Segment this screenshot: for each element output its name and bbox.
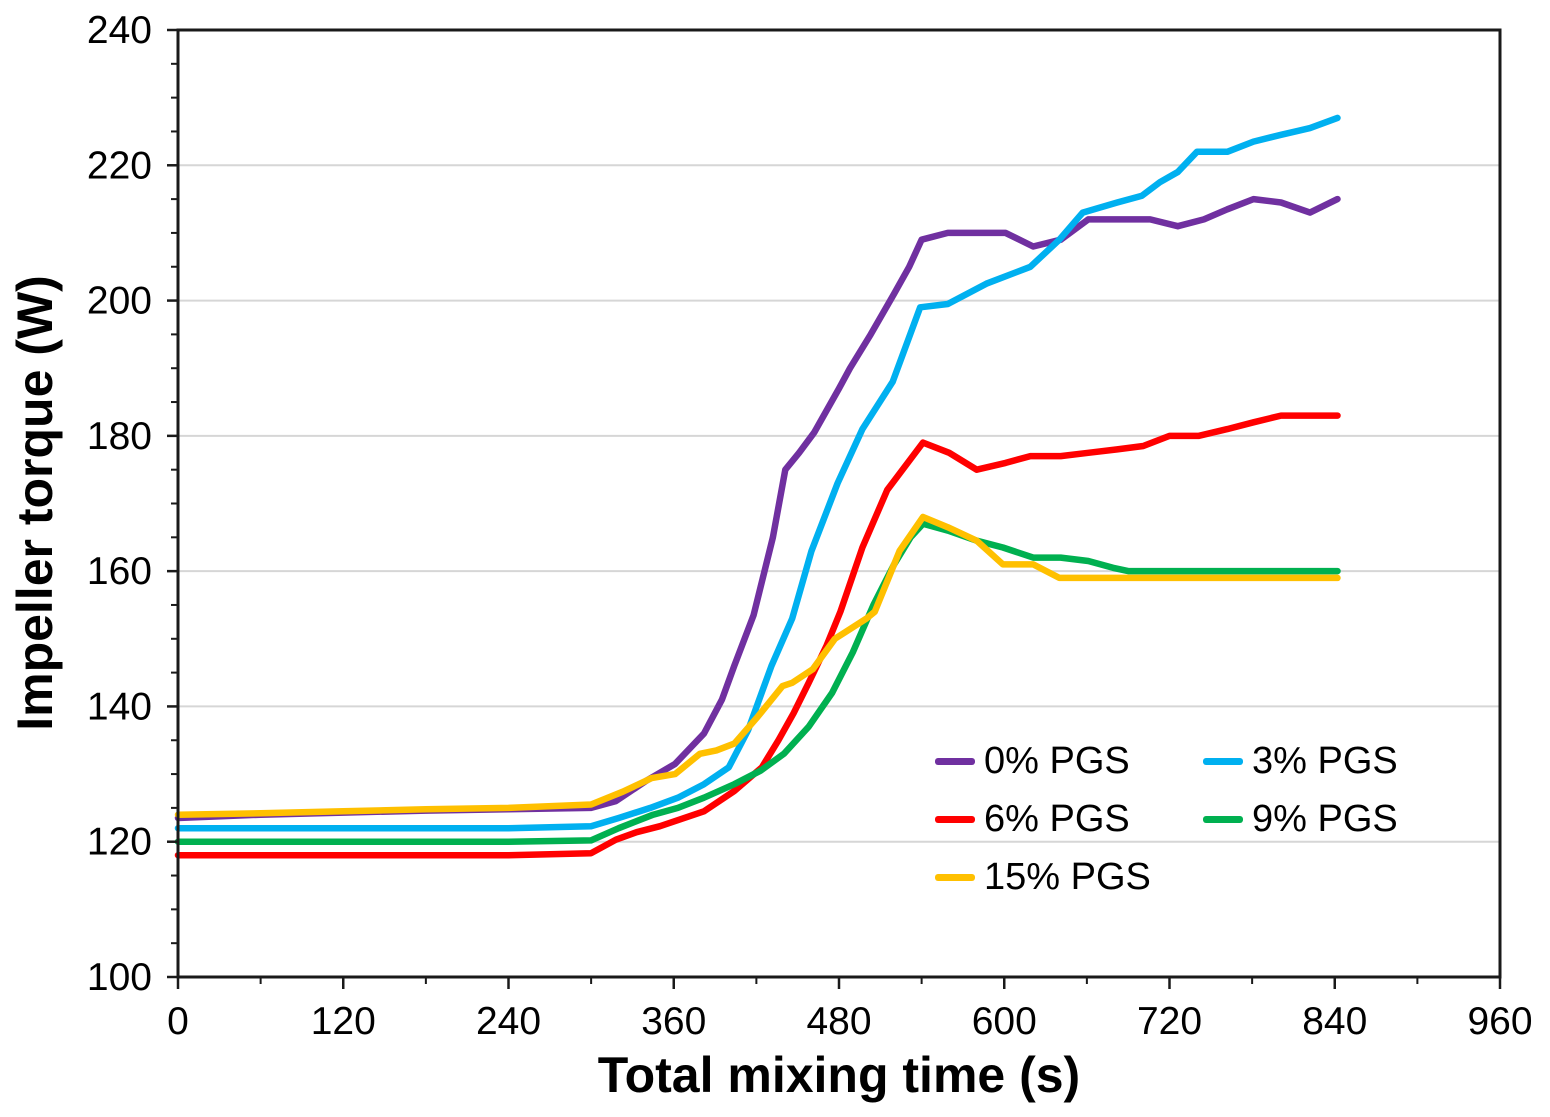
series-line-15-pgs bbox=[174, 513, 1341, 818]
legend-label: 9% PGS bbox=[1252, 797, 1398, 840]
legend-label: 6% PGS bbox=[984, 797, 1130, 840]
series-lines bbox=[174, 114, 1341, 859]
legend: 0% PGS 3% PGS 6% PGS 9% PGS 15% PGS bbox=[935, 740, 1471, 899]
x-tick-label: 840 bbox=[1302, 1000, 1367, 1043]
legend-entry-9-pgs: 9% PGS bbox=[1203, 797, 1471, 841]
legend-entry-15-pgs: 15% PGS bbox=[935, 855, 1203, 899]
legend-label: 0% PGS bbox=[984, 740, 1130, 782]
tick-labels: 100 120 140 160 180 200 220 240 0 120 240 360 480 600… bbox=[87, 9, 1533, 1043]
legend-swatch-icon bbox=[1203, 758, 1243, 766]
legend-swatch-icon bbox=[935, 816, 975, 824]
legend-label: 3% PGS bbox=[1252, 740, 1398, 782]
x-tick-label: 360 bbox=[641, 1000, 706, 1043]
y-tick-label: 120 bbox=[87, 821, 152, 864]
y-tick-label: 100 bbox=[87, 956, 152, 999]
x-axis-title: Total mixing time (s) bbox=[598, 1047, 1080, 1103]
axis-ticks bbox=[167, 28, 1502, 989]
y-tick-label: 240 bbox=[87, 9, 152, 52]
series-line-3-pgs bbox=[174, 114, 1341, 832]
x-tick-label: 720 bbox=[1137, 1000, 1202, 1043]
y-tick-label: 200 bbox=[87, 280, 152, 323]
x-tick-label: 240 bbox=[476, 1000, 541, 1043]
y-tick-label: 220 bbox=[87, 144, 152, 187]
legend-swatch-icon bbox=[935, 758, 975, 766]
legend-entry-6-pgs: 6% PGS bbox=[935, 797, 1203, 841]
x-tick-label: 960 bbox=[1467, 1000, 1532, 1043]
legend-entry-3-pgs: 3% PGS bbox=[1203, 740, 1471, 783]
legend-label: 15% PGS bbox=[984, 855, 1151, 898]
gridlines bbox=[178, 164, 1500, 843]
x-tick-label: 600 bbox=[972, 1000, 1037, 1043]
legend-swatch-icon bbox=[1203, 816, 1243, 824]
y-axis-title: Impeller torque (W) bbox=[7, 275, 63, 731]
legend-swatch-icon bbox=[935, 873, 975, 881]
series-line-6-pgs bbox=[174, 412, 1341, 859]
x-tick-label: 480 bbox=[806, 1000, 871, 1043]
series-line-0-pgs bbox=[174, 195, 1341, 822]
x-tick-label: 0 bbox=[167, 1000, 189, 1043]
y-tick-label: 140 bbox=[87, 685, 152, 728]
y-tick-label: 180 bbox=[87, 415, 152, 458]
y-tick-label: 160 bbox=[87, 550, 152, 593]
legend-entry-0-pgs: 0% PGS bbox=[935, 740, 1203, 783]
x-tick-label: 120 bbox=[311, 1000, 376, 1043]
